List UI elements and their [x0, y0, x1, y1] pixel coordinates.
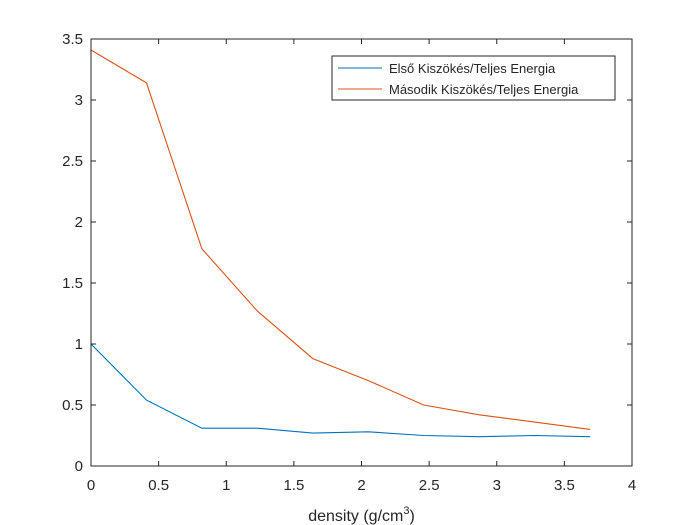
- x-tick-label: 0: [87, 477, 95, 494]
- x-tick-label: 2: [357, 477, 365, 494]
- y-tick-label: 0: [75, 458, 83, 475]
- series-line-2: [90, 49, 591, 430]
- ticks-layer: 0 0.5 1 1.5 2 2.5 3 3.5 4 0 0.5 1 1.5 2 2.5 3 3.5: [62, 31, 636, 494]
- y-tick-label: 2: [75, 214, 83, 231]
- x-axis-label-superscript: 3: [403, 505, 409, 517]
- x-tick-label: 1.5: [283, 477, 304, 494]
- y-tick-label: 2.5: [62, 153, 83, 170]
- y-tick-label: 1.5: [62, 275, 83, 292]
- legend: Első Kiszökés/Teljes Energia Második Kis…: [331, 55, 616, 101]
- series-line-1: [90, 343, 591, 438]
- plot-area: [91, 39, 632, 466]
- series-layer: [90, 49, 591, 438]
- y-tick-label: 0.5: [62, 397, 83, 414]
- legend-box: [331, 55, 616, 101]
- y-tick-label: 3.5: [62, 31, 83, 48]
- x-tick-label: 3: [493, 477, 501, 494]
- x-tick-label: 3.5: [554, 477, 575, 494]
- x-axis-label-main: density (g/cm: [308, 508, 403, 525]
- y-tick-label: 1: [75, 336, 83, 353]
- x-tick-label: 2.5: [419, 477, 440, 494]
- x-tick-label: 1: [222, 477, 230, 494]
- x-axis-label-suffix: ): [409, 508, 414, 525]
- y-tick-label: 3: [75, 92, 83, 109]
- legend-label-series-2: Második Kiszökés/Teljes Energia: [389, 82, 579, 97]
- x-tick-label: 0.5: [148, 477, 169, 494]
- legend-label-series-1: Első Kiszökés/Teljes Energia: [389, 61, 556, 76]
- x-tick-label: 4: [628, 477, 636, 494]
- x-axis-label: density (g/cm3): [308, 505, 415, 525]
